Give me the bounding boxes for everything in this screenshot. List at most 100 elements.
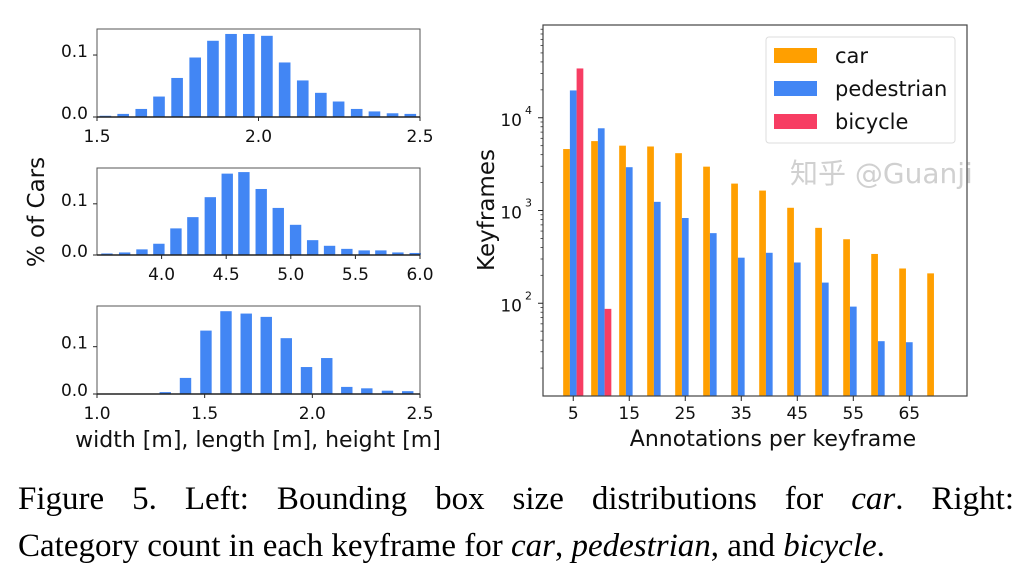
bar-pedestrian <box>737 257 745 396</box>
y-tick-label: 0.0 <box>61 104 88 124</box>
x-tick-label: 5 <box>568 404 579 424</box>
histogram-bar <box>392 252 404 255</box>
y-tick-label: 0.0 <box>61 381 88 401</box>
y-tick-exponent: 3 <box>525 197 532 210</box>
x-tick-label: 35 <box>730 404 752 424</box>
caption-text: Category count in each keyframe for <box>18 528 511 564</box>
bar-car <box>787 207 794 396</box>
histogram-bar <box>225 33 237 117</box>
legend-swatch-bicycle <box>774 114 817 129</box>
bar-pedestrian <box>653 201 661 396</box>
caption-text: . Right: <box>895 481 1014 517</box>
y-tick-label: 0.1 <box>61 334 88 354</box>
histogram-bar <box>296 80 309 117</box>
bar-pedestrian <box>821 282 829 396</box>
histogram-bar <box>341 386 353 394</box>
legend: car pedestrian bicycle <box>765 36 956 144</box>
histogram-bar <box>315 92 327 117</box>
histogram-bar <box>221 173 233 255</box>
x-tick-label: 45 <box>786 404 808 424</box>
histogram-bar <box>170 228 182 255</box>
caption-text: Figure 5. Left: Bounding box size distri… <box>18 481 852 517</box>
bar-car <box>927 273 934 396</box>
caption-line-1: Figure 5. Left: Bounding box size distri… <box>18 476 1014 523</box>
right-ylabel: Keyframes <box>474 149 500 271</box>
bar-car <box>563 149 570 396</box>
histogram-bar <box>341 248 353 255</box>
bar-car <box>703 166 710 396</box>
x-tick-label: 1.0 <box>83 404 110 424</box>
x-tick-label: 5.5 <box>342 265 369 285</box>
bar-car <box>619 145 626 396</box>
histogram-bar <box>179 377 192 394</box>
histogram-bar <box>289 224 302 255</box>
bar-pedestrian <box>849 306 857 396</box>
histogram-bar <box>255 188 267 255</box>
x-tick-label: 1.5 <box>83 127 110 147</box>
bar-car <box>871 253 878 396</box>
histogram-bar <box>242 33 255 117</box>
histogram-bar <box>381 390 394 394</box>
x-tick-label: 55 <box>842 404 864 424</box>
histogram-bar <box>280 338 292 394</box>
histogram-left-bottom: 1.0 1.5 2.0 2.5 0.0 0.1 <box>61 305 434 424</box>
x-tick-label: 2.0 <box>245 127 272 147</box>
watermark: 知乎 @Guanji <box>790 157 973 190</box>
histogram-bar <box>136 249 148 255</box>
histogram-bar <box>220 311 232 394</box>
bar-pedestrian <box>597 128 605 396</box>
histogram-bar <box>358 250 370 255</box>
legend-swatch-car <box>774 48 817 63</box>
histogram-bar <box>171 77 183 117</box>
histogram-bar <box>300 367 313 394</box>
histogram-bar <box>117 113 129 117</box>
bar-pedestrian <box>709 233 717 396</box>
histogram-bar <box>238 172 250 255</box>
caption-line-2: Category count in each keyframe for car,… <box>18 523 1014 570</box>
caption-emphasis: car <box>851 481 896 517</box>
figure: 1.5 2.0 2.50.00.14.0 4.5 5.0 5.5 6.00.00.11.0 1… <box>24 24 968 453</box>
bar-car <box>647 146 654 396</box>
series-pedestrian <box>569 90 913 396</box>
bar-car <box>591 141 598 396</box>
bar-bicycle <box>576 68 584 397</box>
left-ylabel: % of Cars <box>24 157 50 267</box>
bar-pedestrian <box>625 167 633 396</box>
series-bicycle <box>576 68 612 397</box>
histogram-bar <box>361 388 373 394</box>
legend-swatch-pedestrian <box>774 81 817 96</box>
left-histograms: 1.5 2.0 2.50.00.14.0 4.5 5.0 5.5 6.00.00.11.0 1… <box>61 28 434 424</box>
right-xlabel: Annotations per keyframe <box>630 427 916 452</box>
histogram-bar <box>187 217 199 255</box>
bar-car <box>675 153 682 396</box>
x-tick-label: 2.0 <box>299 404 326 424</box>
legend-label-bicycle: bicycle <box>835 110 908 134</box>
bar-car <box>843 239 850 396</box>
legend-label-car: car <box>835 44 868 68</box>
histogram-bar <box>350 108 363 117</box>
histogram-bar <box>240 313 252 394</box>
bar-pedestrian <box>569 90 577 396</box>
histogram-left-top: 1.5 2.0 2.5 0.0 0.1 <box>61 28 434 147</box>
histogram-bar <box>153 243 165 255</box>
caption-text: . <box>876 528 885 564</box>
x-tick-label: 4.0 <box>148 265 175 285</box>
histogram-bar <box>278 62 291 117</box>
histogram-bar <box>402 391 414 394</box>
histogram-bar <box>200 330 212 394</box>
x-tick-label: 4.5 <box>213 265 240 285</box>
y-tick-label: 10 <box>500 296 522 316</box>
histogram-bar <box>101 253 113 255</box>
x-tick-label: 25 <box>674 404 696 424</box>
bar-car <box>731 183 738 396</box>
caption-text: , and <box>710 528 784 564</box>
histogram-bar <box>332 101 345 117</box>
histogram-bar <box>118 252 131 255</box>
bar-car <box>815 227 822 396</box>
y-tick-exponent: 2 <box>525 289 532 302</box>
bar-pedestrian <box>877 341 885 396</box>
histogram-bar <box>204 197 216 255</box>
legend-label-pedestrian: pedestrian <box>835 77 947 101</box>
histogram-bar <box>207 40 219 118</box>
